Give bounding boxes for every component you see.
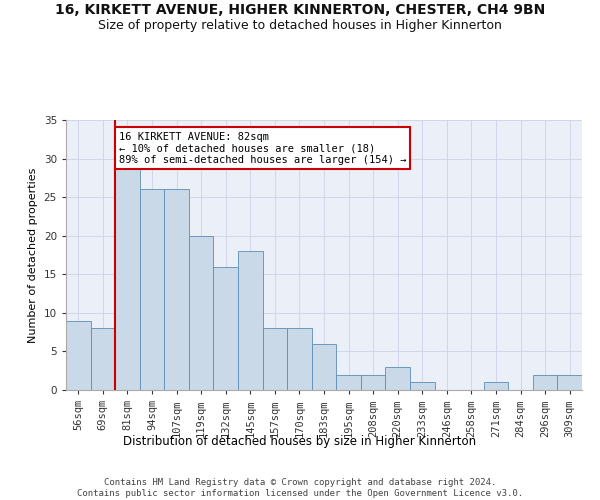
Bar [214, 266, 238, 390]
Text: Distribution of detached houses by size in Higher Kinnerton: Distribution of detached houses by size … [124, 435, 476, 448]
Bar [263, 328, 287, 390]
Text: Contains HM Land Registry data © Crown copyright and database right 2024.
Contai: Contains HM Land Registry data © Crown c… [77, 478, 523, 498]
Bar [140, 190, 164, 390]
Y-axis label: Number of detached properties: Number of detached properties [28, 168, 38, 342]
Bar [189, 236, 214, 390]
Bar [361, 374, 385, 390]
Bar [385, 367, 410, 390]
Bar [484, 382, 508, 390]
Bar [66, 320, 91, 390]
Bar [336, 374, 361, 390]
Bar [238, 251, 263, 390]
Bar [164, 190, 189, 390]
Text: 16, KIRKETT AVENUE, HIGHER KINNERTON, CHESTER, CH4 9BN: 16, KIRKETT AVENUE, HIGHER KINNERTON, CH… [55, 2, 545, 16]
Bar [533, 374, 557, 390]
Bar [115, 166, 140, 390]
Text: 16 KIRKETT AVENUE: 82sqm
← 10% of detached houses are smaller (18)
89% of semi-d: 16 KIRKETT AVENUE: 82sqm ← 10% of detach… [119, 132, 406, 165]
Bar [312, 344, 336, 390]
Bar [287, 328, 312, 390]
Bar [91, 328, 115, 390]
Text: Size of property relative to detached houses in Higher Kinnerton: Size of property relative to detached ho… [98, 19, 502, 32]
Bar [410, 382, 434, 390]
Bar [557, 374, 582, 390]
